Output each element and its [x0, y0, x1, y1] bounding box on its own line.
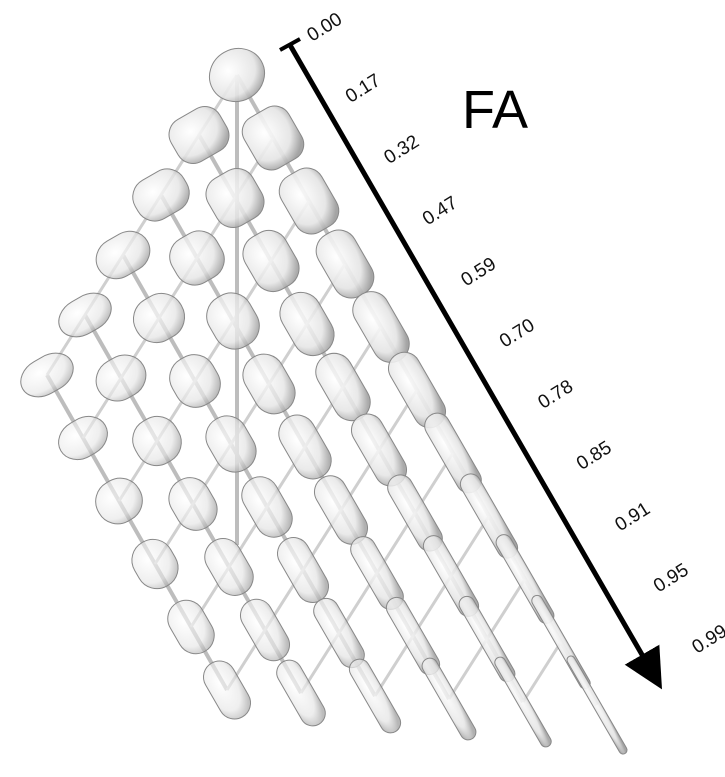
- tensor-glyph: [235, 470, 299, 544]
- tensor-glyph: [163, 100, 235, 170]
- tensor-glyph: [125, 409, 189, 474]
- tensor-glyph: [199, 285, 267, 357]
- tensor-glyph: [198, 532, 260, 602]
- tensor-glyph: [272, 656, 330, 731]
- tensor-glyph: [272, 285, 341, 363]
- fa-tick-label: 0.70: [496, 315, 538, 352]
- tensor-glyph: [124, 532, 185, 596]
- fa-tick-label: 0.85: [573, 437, 615, 474]
- page: {"title": "FA", "scale": {"labels": ["0.…: [0, 0, 725, 777]
- tensor-glyph: [346, 655, 405, 736]
- fa-tick-label: 0.78: [535, 376, 577, 413]
- tensor-glyph: [161, 470, 224, 538]
- tensor-glyph: [125, 285, 192, 350]
- tensor-glyph: [235, 347, 302, 421]
- figure: FA 0.00 0.17 0.32 0.47 0.59 0.70 0.78 0.85 0.91 0…: [0, 0, 725, 777]
- tensor-glyph: [236, 100, 309, 176]
- tensor-glyph: [51, 409, 114, 468]
- tensor-glyph: [198, 655, 257, 725]
- tensor-glyph: [200, 38, 274, 111]
- tensor-glyph: [272, 408, 338, 485]
- tensor-glyph: [235, 593, 296, 666]
- fa-tick-label: 0.17: [342, 70, 384, 107]
- fa-tick-label: 0.91: [612, 498, 654, 535]
- fa-tick-label: 0.99: [689, 621, 725, 658]
- fa-tick-label: 0.95: [650, 560, 692, 597]
- fa-tick-label: 0.32: [381, 131, 423, 168]
- tensor-glyph: [52, 285, 118, 344]
- fa-tick-label: 0.00: [304, 9, 346, 46]
- tensor-glyph: [88, 470, 150, 531]
- tensor-glyph: [89, 224, 157, 287]
- tensor-glyph: [161, 594, 221, 661]
- fa-tick-label: 0.47: [419, 192, 461, 229]
- tensor-glyph: [198, 408, 263, 479]
- tensor-glyph: [199, 162, 270, 234]
- tensor-glyph: [162, 224, 231, 293]
- guide-line: [523, 642, 561, 702]
- tensor-glyph: [566, 655, 629, 756]
- tensor-glyph: [14, 345, 80, 404]
- tensor-glyph: [236, 223, 306, 298]
- fa-tick-label: 0.59: [458, 254, 500, 291]
- tensor-glyph: [162, 347, 228, 415]
- tensor-glyph: [272, 532, 335, 609]
- fa-title: FA: [462, 80, 528, 140]
- tensor-glyph: [273, 162, 345, 241]
- tensor-glyph: [88, 347, 153, 409]
- tensor-glyph: [126, 162, 196, 228]
